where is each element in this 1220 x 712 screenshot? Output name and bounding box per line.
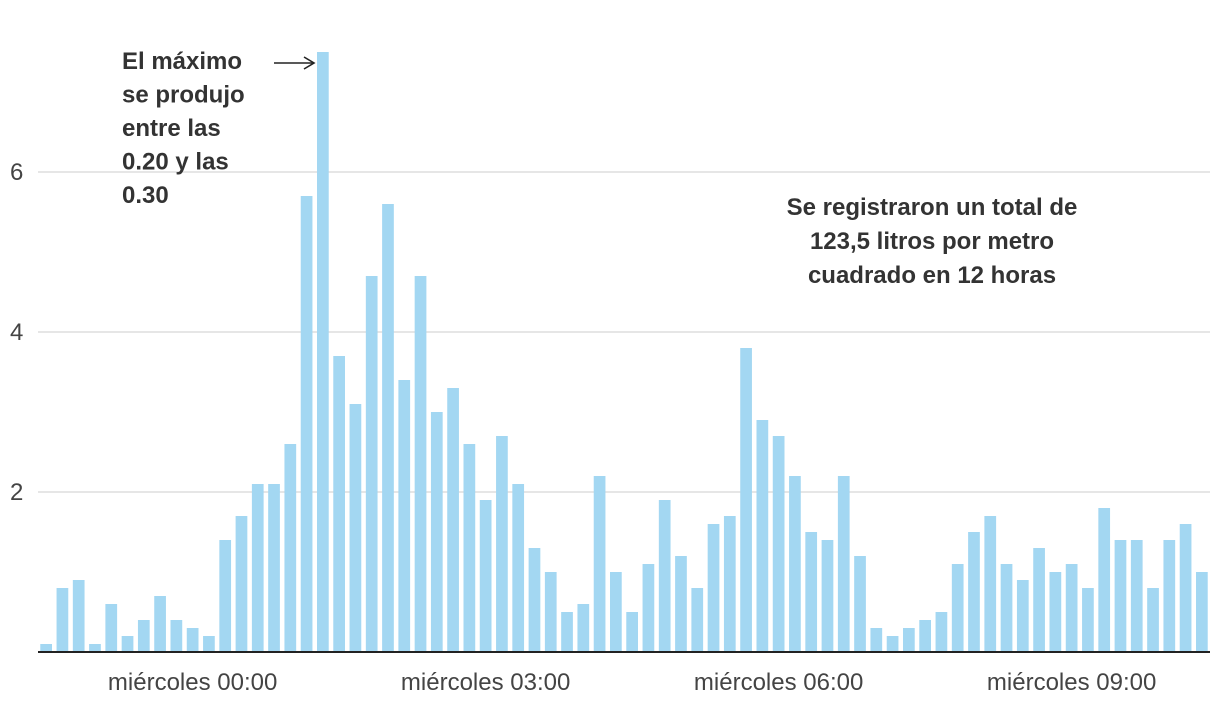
bar xyxy=(707,524,720,652)
bar xyxy=(919,620,931,652)
bar xyxy=(430,412,443,652)
bar xyxy=(756,420,769,652)
bar xyxy=(593,476,606,652)
bar xyxy=(317,52,329,652)
bar xyxy=(642,564,655,652)
bar xyxy=(1016,580,1029,652)
bar xyxy=(935,612,948,652)
bar xyxy=(1000,564,1013,652)
bar xyxy=(691,588,704,652)
bar xyxy=(496,436,508,652)
y-tick-label: 6 xyxy=(10,159,23,186)
bar xyxy=(251,484,264,652)
bar xyxy=(528,548,541,652)
annotation-max: El máximo se produjo entre las 0.20 y las 0.… xyxy=(122,48,316,209)
annotation-max-line: El máximo xyxy=(122,48,242,75)
x-tick-label: miércoles 09:00 xyxy=(987,669,1156,696)
bar xyxy=(658,500,671,652)
x-tick-label: miércoles 00:00 xyxy=(108,669,277,696)
bar xyxy=(121,636,134,652)
annotation-max-line: 0.30 xyxy=(122,182,169,209)
bar xyxy=(723,516,736,652)
bar xyxy=(951,564,964,652)
bar xyxy=(577,604,590,652)
bar xyxy=(1147,588,1159,652)
bar xyxy=(170,620,183,652)
bar xyxy=(1082,588,1094,652)
bar xyxy=(626,612,638,652)
bar xyxy=(40,644,52,652)
annotation-total: Se registraron un total de 123,5 litros p… xyxy=(787,194,1078,289)
bar xyxy=(365,276,378,652)
bar xyxy=(512,484,525,652)
bar xyxy=(968,532,980,652)
bar xyxy=(284,444,297,652)
bar xyxy=(447,388,459,652)
x-axis-ticks: miércoles 00:00 miércoles 03:00 miércoles … xyxy=(108,669,1156,696)
bar xyxy=(1163,540,1176,652)
bar xyxy=(154,596,166,652)
bar xyxy=(463,444,476,652)
x-tick-label: miércoles 06:00 xyxy=(694,669,863,696)
annotation-max-line: se produjo xyxy=(122,82,245,109)
bar xyxy=(414,276,427,652)
y-tick-label: 2 xyxy=(10,479,23,506)
annotation-total-line: Se registraron un total de xyxy=(787,194,1078,221)
bar xyxy=(870,628,883,652)
bar xyxy=(1033,548,1045,652)
bar xyxy=(219,540,232,652)
bar xyxy=(235,516,248,652)
gridlines xyxy=(38,171,1210,493)
bar xyxy=(1065,564,1078,652)
annotation-max-line: 0.20 y las xyxy=(122,149,229,176)
bar xyxy=(56,588,69,652)
bar xyxy=(333,356,345,652)
bar xyxy=(886,636,899,652)
bar xyxy=(772,436,785,652)
annotation-max-line: entre las xyxy=(122,115,221,142)
bar xyxy=(382,204,394,652)
bar xyxy=(1130,540,1143,652)
bar xyxy=(740,348,752,652)
bar xyxy=(903,628,915,652)
bar xyxy=(789,476,801,652)
bar xyxy=(984,516,997,652)
bar xyxy=(854,556,866,652)
x-tick-label: miércoles 03:00 xyxy=(401,669,570,696)
bar xyxy=(675,556,687,652)
bar xyxy=(398,380,411,652)
bar xyxy=(1114,540,1127,652)
bar xyxy=(1098,508,1111,652)
bar xyxy=(105,604,118,652)
bar xyxy=(805,532,818,652)
bar xyxy=(89,644,101,652)
bar xyxy=(837,476,850,652)
annotation-total-line: cuadrado en 12 horas xyxy=(808,262,1056,289)
bar xyxy=(203,636,215,652)
bar xyxy=(349,404,362,652)
annotation-arrowhead xyxy=(303,56,316,70)
bar xyxy=(186,628,199,652)
bar xyxy=(72,580,85,652)
bar xyxy=(561,612,573,652)
bar xyxy=(137,620,150,652)
y-tick-label: 4 xyxy=(10,319,23,346)
bar xyxy=(268,484,280,652)
bar xyxy=(300,196,313,652)
bar xyxy=(610,572,622,652)
y-axis-ticks: 2 4 6 xyxy=(10,159,23,506)
annotation-total-line: 123,5 litros por metro xyxy=(810,228,1054,255)
bar xyxy=(821,540,834,652)
bar xyxy=(1049,572,1062,652)
bar xyxy=(1196,572,1208,652)
bar xyxy=(479,500,492,652)
bars xyxy=(40,52,1208,652)
bar xyxy=(544,572,557,652)
bar xyxy=(1179,524,1192,652)
